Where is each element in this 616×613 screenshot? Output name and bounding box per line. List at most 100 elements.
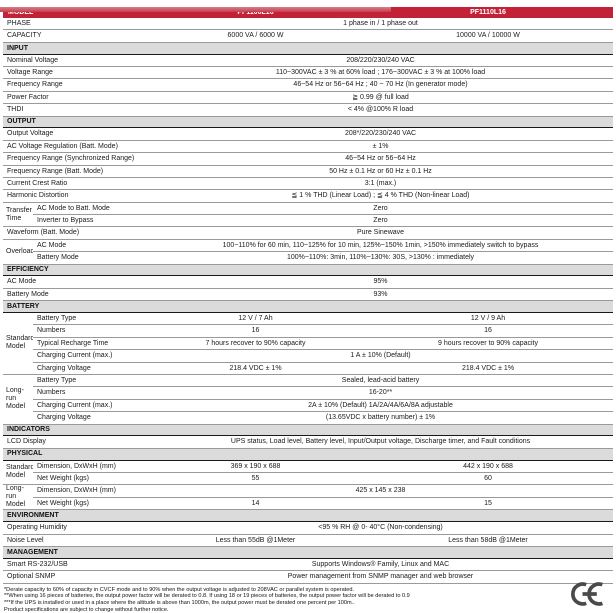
section-title: EFFICIENCY: [3, 263, 613, 277]
table-row: Charging Voltage (13.65VDC x battery numb…: [3, 411, 613, 425]
row-label: Optional SNMP: [3, 570, 148, 584]
table-row: PHASE 1 phase in / 1 phase out: [3, 18, 613, 31]
section-row: MANAGEMENT: [3, 546, 613, 559]
row-label: Battery Mode: [33, 251, 148, 265]
row-value: 46~54 Hz or 56~64 Hz ; 40 ~ 70 Hz (In ge…: [148, 78, 613, 92]
section-title: MANAGEMENT: [3, 546, 613, 559]
group-label: Long-run Model: [3, 374, 33, 425]
table-row: Charging Current (max.) 2A ± 10% (Default…: [3, 399, 613, 413]
table-row: Numbers 16-20**: [3, 386, 613, 400]
table-row: LCD Display UPS status, Load level, Batte…: [3, 435, 613, 449]
table-row: Nominal Voltage 208/220/230/240 VAC: [3, 54, 613, 67]
row-label: AC Mode: [3, 275, 148, 289]
table-row: CAPACITY 6000 VA / 6000 W 10000 VA / 10000…: [3, 29, 613, 43]
row-value: 2A ± 10% (Default) 1A/2A/4A/6A/8A adjust…: [148, 399, 613, 413]
row-label: Nominal Voltage: [3, 54, 148, 67]
row-label: CAPACITY: [3, 29, 148, 43]
row-label: Power Factor: [3, 91, 148, 105]
row-value: 100%~110%: 3min, 110%~130%: 30S, >130% :…: [148, 251, 613, 265]
row-value-b: 218.4 VDC ± 1%: [363, 362, 613, 375]
row-label: Battery Type: [33, 374, 148, 388]
row-value: 425 x 145 x 238: [148, 484, 613, 498]
table-row: Standard Model Dimension, DxWxH (mm) 369 x…: [3, 460, 613, 486]
row-value: < 4% @100% R load: [148, 103, 613, 117]
spec-table-body: MODEL PF1106L16 PF1110L16 PHASE 1 phase i…: [3, 7, 613, 584]
row-label: Inverter to Bypass: [33, 214, 148, 228]
row-label: Charging Voltage: [33, 362, 148, 375]
model-header-label: MODEL: [3, 7, 148, 18]
page-top-accent-strip: [0, 7, 391, 12]
row-label: AC Voltage Regulation (Batt. Mode): [3, 140, 148, 154]
row-label: Net Weight (kgs): [33, 497, 148, 511]
row-label: AC Mode to Batt. Mode: [33, 202, 148, 216]
table-row: Charging Voltage 218.4 VDC ± 1% 218.4 VDC …: [3, 362, 613, 375]
row-label: Frequency Range (Synchronized Range): [3, 152, 148, 166]
row-value-a: Less than 55dB @1Meter: [148, 534, 363, 548]
section-row: EFFICIENCY: [3, 263, 613, 277]
row-value: Power management from SNMP manager and w…: [148, 570, 613, 584]
section-row: INPUT: [3, 41, 613, 55]
row-label: Noise Level: [3, 534, 148, 548]
table-row: Voltage Range 110~300VAC ± 3 % at 60% loa…: [3, 66, 613, 80]
row-label: Charging Voltage: [33, 411, 148, 425]
row-value: <95 % RH @ 0- 40°C (Non-condensing): [148, 521, 613, 535]
row-label: Numbers: [33, 386, 148, 400]
row-value: 208*/220/230/240 VAC: [148, 127, 613, 141]
row-value: UPS status, Load level, Battery level, I…: [148, 435, 613, 449]
section-row: ENVIRONMENT: [3, 509, 613, 523]
table-row: Current Crest Ratio 3:1 (max.): [3, 177, 613, 191]
table-row: Long-run Model Dimension, DxWxH (mm) 425 x…: [3, 484, 613, 511]
section-title: INPUT: [3, 41, 613, 55]
table-row: Overload AC Mode 100~110% for 60 min, 110~…: [3, 239, 613, 265]
row-value-b: 442 x 190 x 688: [363, 460, 613, 473]
table-row: Battery Mode 93%: [3, 288, 613, 302]
row-value: 110~300VAC ± 3 % at 60% load ; 176~300VA…: [148, 66, 613, 80]
footnote-3: ***If the UPS is installed or used in a …: [4, 600, 355, 607]
table-row: Net Weight (kgs) 14 15: [3, 497, 613, 511]
row-value: Zero: [148, 202, 613, 216]
row-value: Zero: [148, 214, 613, 228]
group-label: Overload: [3, 239, 33, 265]
row-value-a: 14: [148, 497, 363, 511]
table-row: THDI < 4% @100% R load: [3, 103, 613, 117]
table-row: Optional SNMP Power management from SNMP …: [3, 570, 613, 584]
row-value: 3:1 (max.): [148, 177, 613, 191]
row-label: Smart RS-232/USB: [3, 558, 148, 572]
row-label: PHASE: [3, 18, 148, 31]
table-row: AC Mode 95%: [3, 275, 613, 289]
section-title: OUTPUT: [3, 115, 613, 129]
footnote-1: *Derate capacity to 60% of capacity in C…: [4, 586, 355, 593]
section-title: ENVIRONMENT: [3, 509, 613, 523]
row-label: Operating Humidity: [3, 521, 148, 535]
group-label: Long-run Model: [3, 484, 33, 511]
row-value-b: 16: [363, 324, 613, 338]
table-row: Net Weight (kgs) 55 60: [3, 472, 613, 486]
table-row: Inverter to Bypass Zero: [3, 214, 613, 228]
row-value: 16-20**: [148, 386, 613, 400]
table-row: Battery Mode 100%~110%: 3min, 110%~130%: …: [3, 251, 613, 265]
row-value: 208/220/230/240 VAC: [148, 54, 613, 67]
row-label: Harmonic Distortion: [3, 189, 148, 203]
table-row: Smart RS-232/USB Supports Windows® Family…: [3, 558, 613, 572]
model-name-a: PF1106L16: [148, 7, 363, 18]
row-value: 1 A ± 10% (Default): [148, 349, 613, 363]
group-label: Standard Model: [3, 312, 33, 375]
row-label: Dimension, DxWxH (mm): [33, 484, 148, 498]
row-value-b: 60: [363, 472, 613, 486]
row-value: 1 phase in / 1 phase out: [148, 18, 613, 31]
model-header-row: MODEL PF1106L16 PF1110L16: [3, 7, 613, 18]
row-value: Pure Sinewave: [148, 226, 613, 240]
section-row: PHYSICAL: [3, 447, 613, 461]
table-row: Power Factor ≧ 0.99 @ full load: [3, 91, 613, 105]
row-value-b: Less than 58dB @1Meter: [363, 534, 613, 548]
row-value-b: 10000 VA / 10000 W: [363, 29, 613, 43]
footnotes: *Derate capacity to 60% of capacity in C…: [4, 587, 616, 613]
table-row: Frequency Range (Batt. Mode) 50 Hz ± 0.1 …: [3, 165, 613, 178]
table-row: Transfer Time AC Mode to Batt. Mode Zero: [3, 202, 613, 228]
row-label: Dimension, DxWxH (mm): [33, 460, 148, 473]
table-row: Harmonic Distortion ≦ 1 % THD (Linear Loa…: [3, 189, 613, 203]
section-row: INDICATORS: [3, 423, 613, 437]
row-value-b: 9 hours recover to 90% capacity: [363, 337, 613, 351]
row-value: 46~54 Hz or 56~64 Hz: [148, 152, 613, 166]
spec-table: MODEL PF1106L16 PF1110L16 PHASE 1 phase i…: [3, 7, 613, 584]
